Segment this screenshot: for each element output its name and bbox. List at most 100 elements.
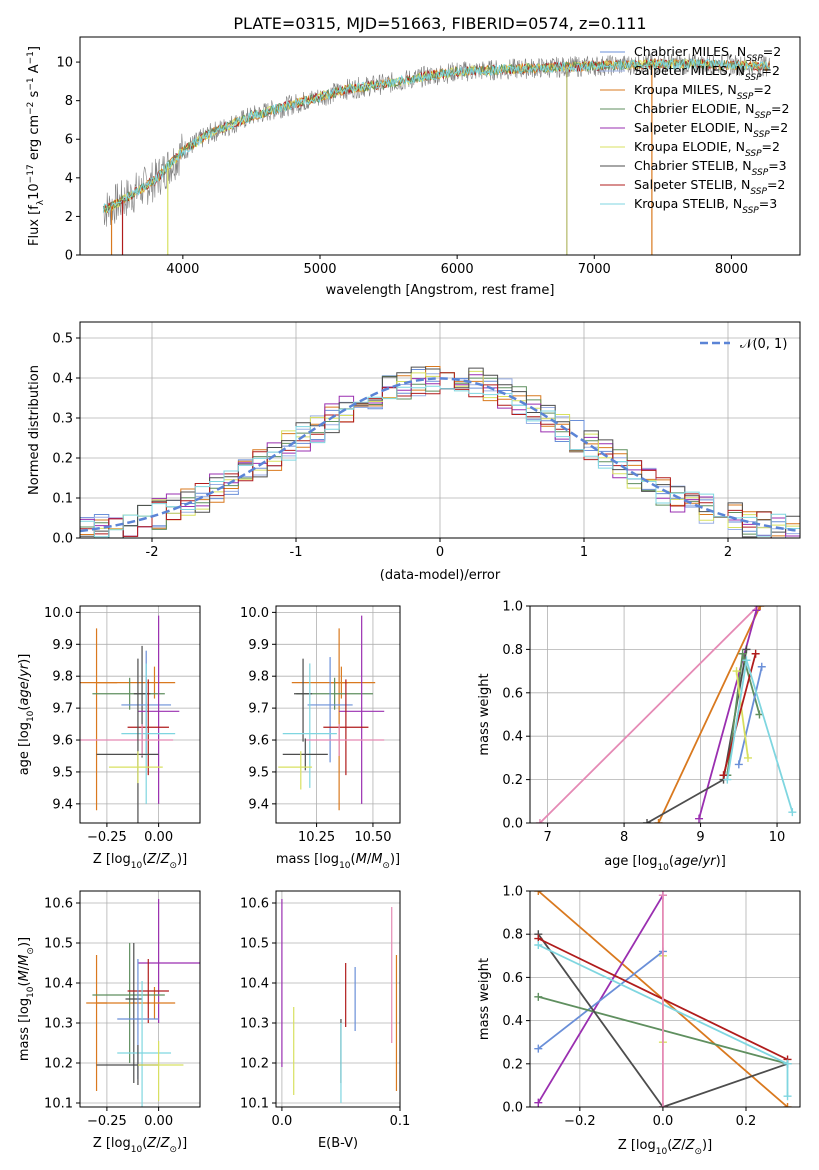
axes-frame <box>275 890 401 1108</box>
y-tick-label: 1.0 <box>502 885 523 900</box>
y-tick-label: 4 <box>65 171 73 186</box>
weight-marker <box>788 808 797 817</box>
y-axis-label: Normed distribution <box>27 365 42 495</box>
x-tick-label: -2 <box>146 545 159 560</box>
y-tick-label: 10.5 <box>240 937 269 952</box>
weight-marker <box>783 1059 792 1068</box>
plot-area <box>281 899 398 1103</box>
x-axis-label: Z [log10(Z/Z⊙)] <box>618 1138 712 1157</box>
data-point <box>137 1041 184 1101</box>
data-point <box>137 615 180 804</box>
age-weight-axes: 7 8 9 10 0.0 0.2 0.4 0.6 0.8 1.0 age [log10(age/yr… <box>477 600 801 873</box>
x-tick-label: 0 <box>436 545 444 560</box>
y-tick-label: 9.9 <box>248 638 269 653</box>
axes-frame <box>79 890 201 1108</box>
normal-curve <box>80 377 800 533</box>
x-tick-label: 5000 <box>303 262 336 277</box>
data-point <box>330 628 349 811</box>
weight-marker <box>534 1044 543 1053</box>
x-tick-label: 2 <box>724 545 732 560</box>
data-point <box>96 987 176 1019</box>
plot-area <box>80 615 180 823</box>
z-mass-axes: −0.25 0.00 10.1 10.2 10.3 10.4 10.5 10.6 Z [log1… <box>17 890 201 1155</box>
weight-marker <box>752 606 761 615</box>
weight-line <box>698 610 758 819</box>
weight-series <box>723 656 797 817</box>
x-tick-label: −0.25 <box>87 1114 127 1129</box>
plot-area <box>86 899 200 1107</box>
axes-frame <box>529 605 801 824</box>
x-tick-label: 7000 <box>578 262 611 277</box>
y-tick-label: 0.2 <box>502 773 523 788</box>
y-axis-label: age [log10(age/yr)] <box>17 654 36 776</box>
y-tick-label: 0.4 <box>52 372 73 387</box>
weight-line <box>537 950 664 1050</box>
y-tick-label: 0.6 <box>502 686 523 701</box>
weight-series <box>734 662 766 769</box>
y-tick-label: 0.5 <box>52 332 73 347</box>
y-tick-label: 0.0 <box>52 532 73 547</box>
x-axis-label: (data-model)/error <box>380 568 501 583</box>
x-tick-label: 8 <box>620 830 628 845</box>
y-tick-label: 9.8 <box>52 670 73 685</box>
plot-area <box>80 366 800 538</box>
data-point <box>282 738 328 771</box>
spectrum-axes: 4000 5000 6000 7000 8000 0 2 4 6 8 10 wavelength [A… <box>26 36 801 298</box>
legend-entry: Chabrier ELODIE, NSSP=2 <box>634 101 789 121</box>
figure-title: PLATE=0315, MJD=51663, FIBERID=0574, z=0… <box>233 14 646 33</box>
x-axis-label: Z [log10(Z/Z⊙)] <box>93 852 187 871</box>
weight-marker <box>757 662 766 671</box>
x-tick-label: 1 <box>580 545 588 560</box>
y-axis-label: mass [log10(M/M⊙)] <box>17 937 36 1061</box>
y-tick-label: 10.6 <box>44 897 73 912</box>
weight-marker <box>695 814 704 823</box>
y-tick-label: 9.8 <box>248 670 269 685</box>
y-tick-label: 10.1 <box>44 1097 73 1112</box>
histogram-series <box>80 385 800 538</box>
legend-entry: Kroupa ELODIE, NSSP=2 <box>634 139 780 159</box>
y-tick-label: 0.8 <box>502 643 523 658</box>
weight-series <box>535 606 762 823</box>
weight-marker <box>723 775 732 784</box>
weight-series <box>654 606 765 823</box>
x-tick-label: 10.50 <box>354 830 391 845</box>
weight-line <box>735 670 749 759</box>
model-spectrum <box>102 57 770 214</box>
y-axis-label: Flux [fλ10−17 erg cm−2 s−1 A−1] <box>26 46 46 246</box>
x-tick-label: 0.1 <box>390 1114 411 1129</box>
data-point <box>307 657 353 763</box>
x-tick-label: 9 <box>696 830 704 845</box>
weight-series <box>732 667 752 762</box>
data-point <box>127 679 169 776</box>
y-tick-label: 0.2 <box>502 1057 523 1072</box>
data-point <box>125 943 143 1083</box>
ebv-mass-axes: 0.0 0.1 10.1 10.2 10.3 10.4 10.5 10.6 <box>240 890 411 1129</box>
weight-line <box>537 933 788 1107</box>
mass-age-axes: 10.25 10.50 9.4 9.5 9.6 9.7 9.8 9.9 10.0 mass [lo… <box>240 605 401 871</box>
y-tick-label: 9.4 <box>248 797 269 812</box>
legend-entry: Kroupa MILES, NSSP=2 <box>634 82 772 102</box>
y-tick-label: 10.3 <box>240 1017 269 1032</box>
z-weight-axes: −0.2 0.0 0.2 0.0 0.2 0.4 0.6 0.8 1.0 Z [log10(Z/Z… <box>477 885 801 1157</box>
plot-area <box>534 891 792 1107</box>
y-tick-label: 10 <box>56 56 73 71</box>
weight-marker <box>535 819 544 823</box>
weight-marker <box>743 753 752 762</box>
x-tick-label: 10.25 <box>298 830 335 845</box>
weight-marker <box>738 649 747 658</box>
z-age-axes: −0.25 0.00 9.4 9.5 9.6 9.7 9.8 9.9 10.0 Z [log10(… <box>17 605 201 871</box>
y-tick-label: 0.4 <box>502 1014 523 1029</box>
y-tick-label: 9.7 <box>52 702 73 717</box>
weight-marker <box>654 819 663 823</box>
y-tick-label: 10.2 <box>44 1057 73 1072</box>
plot-area <box>102 53 771 255</box>
x-tick-label: 7 <box>543 830 551 845</box>
weight-marker <box>719 771 728 780</box>
x-tick-label: −0.25 <box>87 830 127 845</box>
data-point <box>121 663 176 804</box>
y-tick-label: 0.2 <box>52 452 73 467</box>
y-tick-label: 0 <box>65 249 73 264</box>
x-tick-label: −0.2 <box>564 1114 596 1129</box>
legend-entry: Salpeter MILES, NSSP=2 <box>634 63 780 83</box>
y-tick-label: 0.1 <box>52 492 73 507</box>
